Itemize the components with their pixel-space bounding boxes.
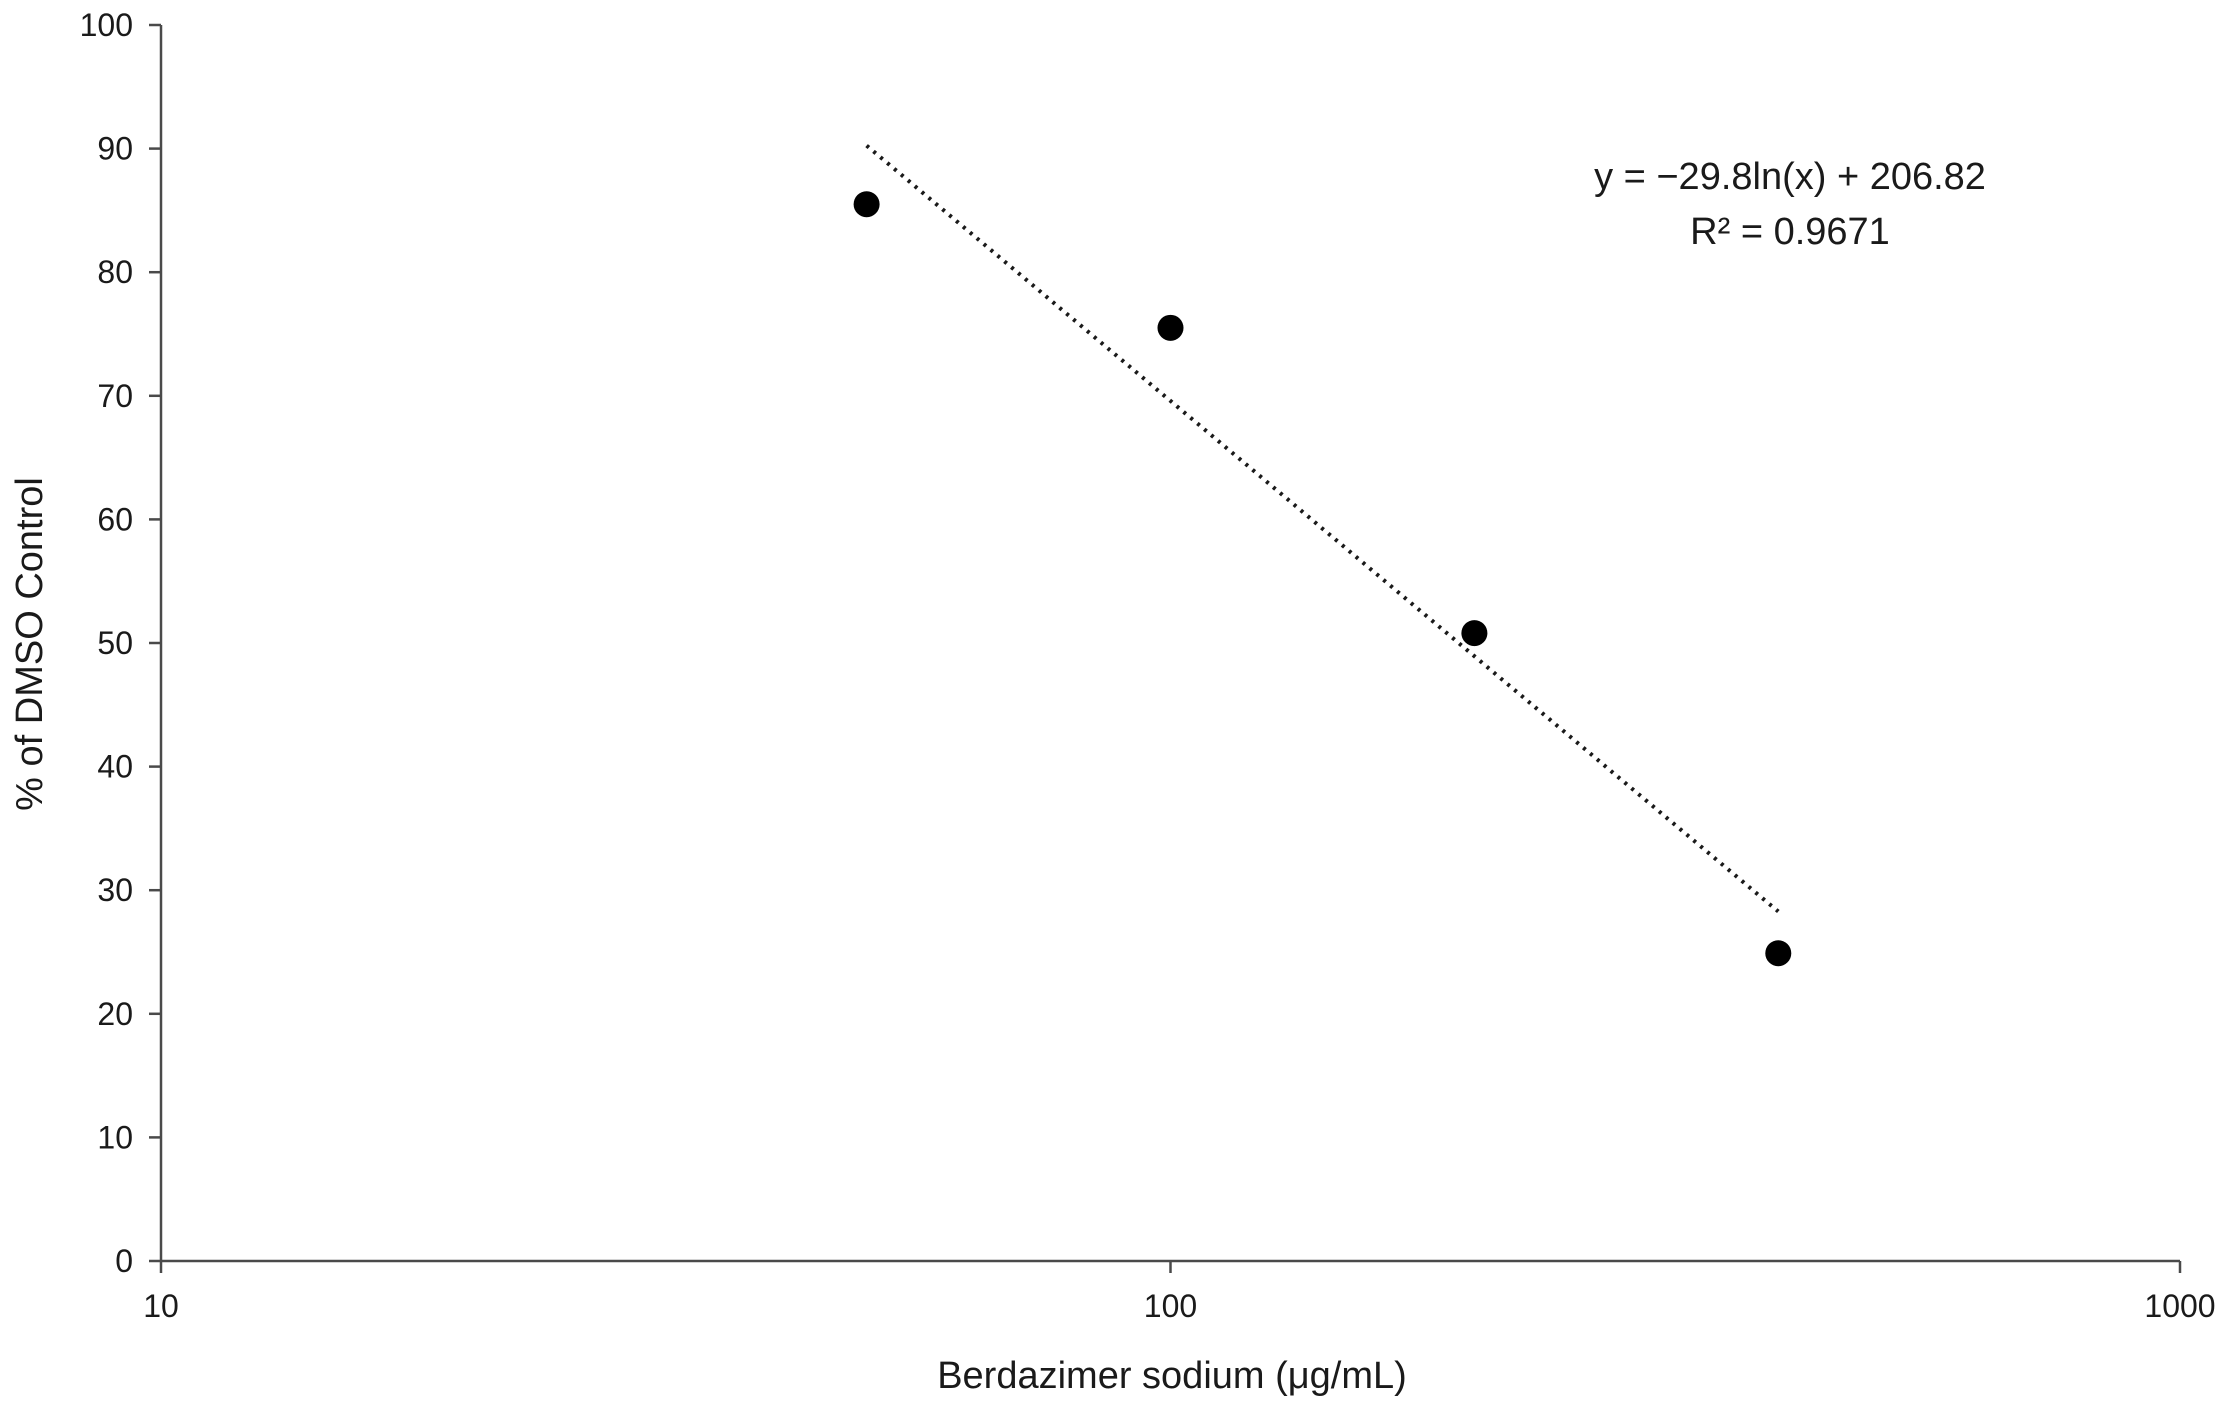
y-tick-label: 40 — [97, 749, 133, 785]
y-tick-label: 80 — [97, 254, 133, 290]
y-axis-title: % of DMSO Control — [9, 477, 51, 811]
y-tick-label: 90 — [97, 131, 133, 167]
y-tick-label: 50 — [97, 625, 133, 661]
y-tick-label: 100 — [80, 7, 133, 43]
data-point — [1461, 620, 1488, 647]
x-tick-label: 100 — [1144, 1288, 1197, 1324]
y-tick-label: 20 — [97, 996, 133, 1032]
x-axis-title: Berdazimer sodium (μg/mL) — [937, 1355, 1407, 1397]
x-tick-label: 10 — [143, 1288, 179, 1324]
data-points — [853, 191, 1792, 967]
x-axis-ticks: 10 100 1000 — [143, 1261, 2216, 1324]
y-axis-ticks: 0 10 20 30 40 50 60 70 80 90 100 — [80, 7, 161, 1279]
y-tick-label: 60 — [97, 501, 133, 537]
x-tick-label: 1000 — [2144, 1288, 2215, 1324]
trendline-equation: y = −29.8ln(x) + 206.82 — [1594, 156, 1986, 198]
y-tick-label: 0 — [115, 1243, 133, 1279]
data-point — [1765, 940, 1792, 967]
data-point — [1157, 314, 1184, 341]
y-tick-label: 30 — [97, 872, 133, 908]
data-point — [853, 191, 880, 218]
trendline-r-squared: R² = 0.9671 — [1690, 211, 1890, 253]
y-tick-label: 10 — [97, 1119, 133, 1155]
y-tick-label: 70 — [97, 378, 133, 414]
trendline — [865, 144, 1780, 914]
trendline-group — [865, 144, 1780, 914]
